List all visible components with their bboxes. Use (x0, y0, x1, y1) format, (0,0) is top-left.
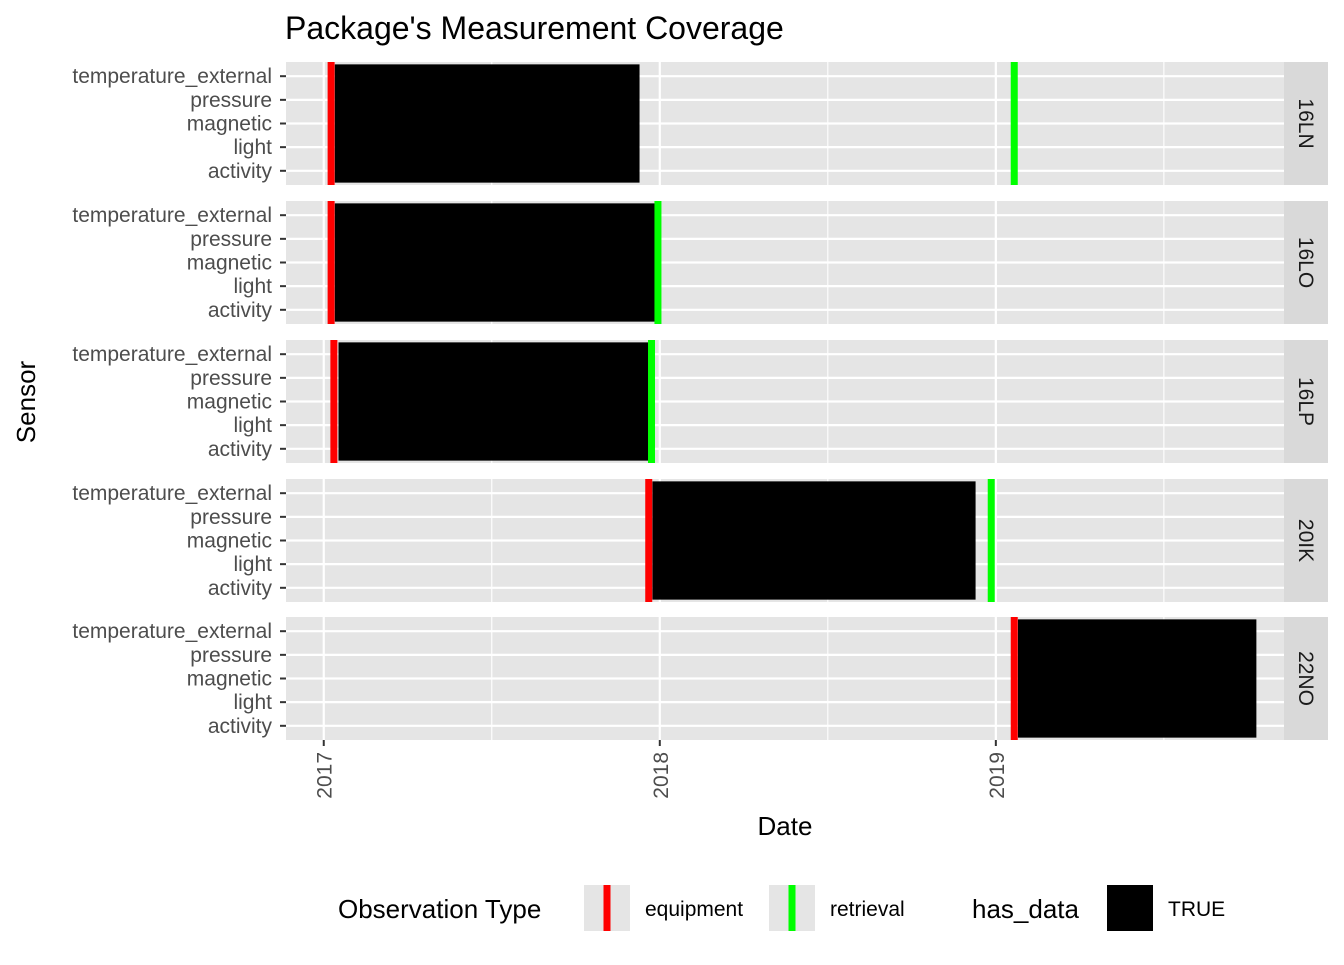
facet-strip (1284, 617, 1328, 740)
retrieval-marker (648, 340, 656, 463)
facet-strip-label: 20IK (1294, 519, 1317, 562)
x-tick-label: 2018 (650, 752, 673, 799)
facet-panel-16lo: temperature_externalpressuremagneticligh… (72, 201, 1328, 324)
legend-title-observation-type: Observation Type (338, 894, 541, 924)
legend-key-equipment (603, 885, 611, 931)
legend-key-has-data (1107, 885, 1153, 931)
facet-strip (1284, 479, 1328, 602)
y-tick-label: temperature_external (72, 204, 272, 227)
y-axis-title: Sensor (11, 360, 41, 443)
equipment-marker (645, 479, 653, 602)
y-tick-label: pressure (190, 89, 272, 112)
facet-panel-22no: temperature_externalpressuremagneticligh… (72, 617, 1328, 740)
y-tick-label: temperature_external (72, 620, 272, 643)
y-tick-label: activity (208, 299, 273, 322)
chart-title: Package's Measurement Coverage (285, 10, 784, 46)
legend-label-has-data: TRUE (1168, 898, 1225, 921)
facet-panel-16lp: temperature_externalpressuremagneticligh… (72, 340, 1328, 463)
x-tick-label: 2019 (986, 752, 1009, 799)
equipment-marker (327, 201, 335, 324)
y-tick-label: magnetic (187, 252, 272, 275)
y-tick-label: pressure (190, 506, 272, 529)
retrieval-marker (654, 201, 662, 324)
legend-title-has-data: has_data (972, 894, 1080, 924)
y-tick-label: activity (208, 577, 273, 600)
facet-strip-label: 16LN (1294, 98, 1317, 148)
y-tick-label: magnetic (187, 668, 272, 691)
y-tick-label: activity (208, 160, 273, 183)
y-tick-label: activity (208, 438, 273, 461)
retrieval-marker (1010, 62, 1018, 185)
legend: Observation Type equipment retrieval has_da… (338, 885, 1225, 931)
legend-item-retrieval: retrieval (769, 885, 905, 931)
y-tick-label: light (233, 275, 272, 298)
y-tick-label: magnetic (187, 113, 272, 136)
equipment-marker (327, 62, 335, 185)
y-tick-label: light (233, 136, 272, 159)
facet-strip-label: 16LP (1294, 377, 1317, 426)
legend-item-has-data-true: TRUE (1107, 885, 1225, 931)
y-tick-label: pressure (190, 367, 272, 390)
legend-key-retrieval (788, 885, 796, 931)
facet-strip (1284, 62, 1328, 185)
y-tick-label: light (233, 691, 272, 714)
facet-strip-label: 16LO (1294, 237, 1317, 288)
facet-strip (1284, 340, 1328, 463)
has-data-bar (652, 481, 976, 600)
x-axis: 2017 2018 2019 (314, 740, 1009, 799)
has-data-bar (334, 203, 656, 322)
y-tick-label: temperature_external (72, 482, 272, 505)
equipment-marker (1010, 617, 1018, 740)
has-data-bar (1017, 619, 1257, 738)
facet-panel-20ik: temperature_externalpressuremagneticligh… (72, 479, 1328, 602)
y-tick-label: magnetic (187, 530, 272, 553)
y-tick-label: temperature_external (72, 343, 272, 366)
facet-strip-label: 22NO (1294, 651, 1317, 706)
y-tick-label: activity (208, 715, 273, 738)
has-data-bar (334, 64, 640, 183)
facet-strip (1284, 201, 1328, 324)
facet-panel-16ln: temperature_externalpressuremagneticligh… (72, 62, 1328, 185)
legend-label-retrieval: retrieval (830, 898, 905, 921)
y-tick-label: light (233, 414, 272, 437)
x-axis-title: Date (758, 811, 813, 841)
equipment-marker (330, 340, 338, 463)
has-data-bar (338, 342, 649, 461)
y-tick-label: magnetic (187, 391, 272, 414)
y-tick-label: temperature_external (72, 65, 272, 88)
facet-panels: temperature_externalpressuremagneticligh… (72, 62, 1328, 740)
legend-item-equipment: equipment (584, 885, 743, 931)
legend-label-equipment: equipment (645, 898, 743, 921)
x-tick-label: 2017 (314, 752, 337, 799)
y-tick-label: pressure (190, 644, 272, 667)
y-tick-label: light (233, 553, 272, 576)
retrieval-marker (987, 479, 995, 602)
y-tick-label: pressure (190, 228, 272, 251)
